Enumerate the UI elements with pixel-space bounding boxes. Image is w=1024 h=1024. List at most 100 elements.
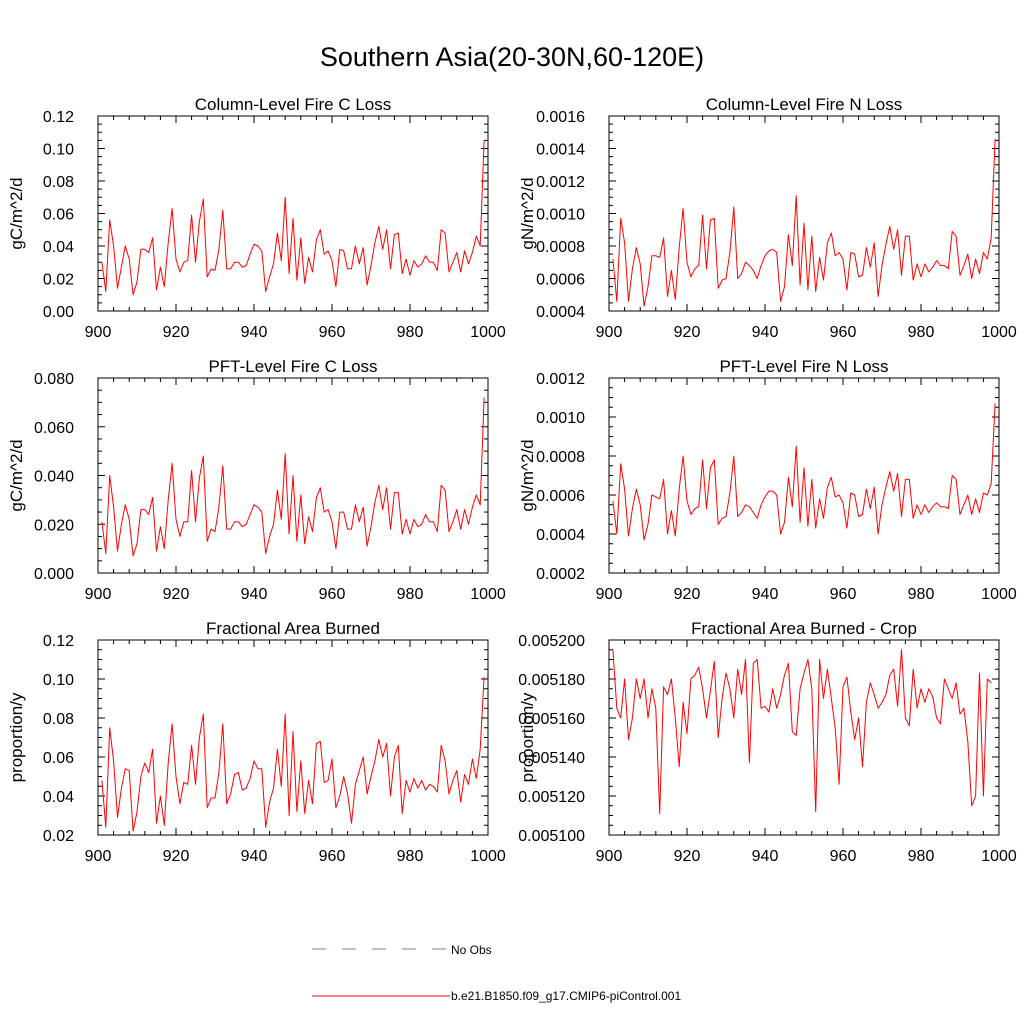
y-tick-label: 0.06 — [43, 207, 74, 224]
x-tick-label: 1000 — [470, 324, 506, 341]
y-tick-label: 0.060 — [34, 420, 74, 437]
y-tick-label: 0.0004 — [536, 527, 585, 544]
y-tick-label: 0.0010 — [536, 410, 585, 427]
chart-title: Column-Level Fire N Loss — [706, 95, 903, 114]
x-tick-label: 960 — [830, 848, 857, 865]
x-tick-label: 980 — [908, 586, 935, 603]
x-tick-label: 940 — [752, 324, 779, 341]
x-tick-label: 1000 — [470, 848, 506, 865]
y-axis-label: gN/m^2/d — [518, 439, 537, 511]
y-tick-label: 0.005200 — [518, 633, 585, 650]
chart-panels: Column-Level Fire C Loss gC/m^2/d 900 920 94… — [7, 95, 1017, 865]
x-tick-label: 1000 — [981, 848, 1017, 865]
chart-title: Fractional Area Burned — [206, 619, 380, 638]
series-line-model-run — [612, 403, 996, 541]
x-tick-label: 960 — [830, 324, 857, 341]
legend-entry-model-run: b.e21.B1850.f09_g17.CMIP6-piControl.001 — [312, 989, 681, 1003]
y-tick-label: 0.0006 — [536, 488, 585, 505]
y-tick-label: 0.02 — [43, 272, 74, 289]
x-tick-label: 940 — [752, 848, 779, 865]
y-tick-label: 0.00 — [43, 304, 74, 321]
series-line-model-run — [101, 397, 485, 557]
x-tick-label: 900 — [596, 586, 623, 603]
y-tick-label: 0.0002 — [536, 566, 585, 583]
plot-frame — [608, 115, 1000, 312]
chart-panel-column-level-fire-n-loss: Column-Level Fire N Loss gN/m^2/d 900 920 94… — [518, 95, 1017, 341]
x-tick-label: 940 — [241, 324, 268, 341]
y-tick-label: 0.0014 — [536, 142, 585, 159]
y-tick-label: 0.080 — [34, 371, 74, 388]
y-tick-label: 0.08 — [43, 174, 74, 191]
y-tick-label: 0.0008 — [536, 239, 585, 256]
chart-title: Fractional Area Burned - Crop — [691, 619, 917, 638]
plot-frame — [608, 639, 1000, 836]
y-tick-label: 0.02 — [43, 828, 74, 845]
y-tick-label: 0.12 — [43, 633, 74, 650]
y-tick-label: 0.005120 — [518, 789, 585, 806]
y-tick-label: 0.0010 — [536, 207, 585, 224]
y-axis-label: gC/m^2/d — [7, 177, 26, 249]
series-line-model-run — [101, 676, 485, 832]
chart-title: Column-Level Fire C Loss — [195, 95, 392, 114]
x-tick-label: 980 — [908, 848, 935, 865]
legend: No Obs b.e21.B1850.f09_g17.CMIP6-piContr… — [312, 943, 681, 1003]
y-tick-label: 0.040 — [34, 469, 74, 486]
chart-title: PFT-Level Fire N Loss — [719, 357, 888, 376]
plot-frame — [608, 377, 1000, 574]
y-tick-label: 0.005100 — [518, 828, 585, 845]
y-tick-label: 0.0004 — [536, 304, 585, 321]
x-tick-label: 920 — [674, 848, 701, 865]
x-tick-label: 940 — [241, 586, 268, 603]
y-tick-label: 0.020 — [34, 517, 74, 534]
y-tick-label: 0.10 — [43, 142, 74, 159]
x-tick-label: 900 — [596, 324, 623, 341]
y-tick-label: 0.12 — [43, 109, 74, 126]
chart-panel-fractional-area-burned-crop: Fractional Area Burned - Crop proportion/… — [518, 619, 1017, 865]
x-tick-label: 920 — [163, 586, 190, 603]
y-tick-label: 0.10 — [43, 672, 74, 689]
x-tick-label: 980 — [397, 324, 424, 341]
y-tick-label: 0.04 — [43, 789, 74, 806]
chart-panel-fractional-area-burned: Fractional Area Burned proportion/y 900 920… — [7, 619, 506, 865]
series-line-model-run — [612, 138, 996, 307]
x-tick-label: 1000 — [470, 586, 506, 603]
y-tick-label: 0.0012 — [536, 371, 585, 388]
x-tick-label: 1000 — [981, 586, 1017, 603]
y-tick-label: 0.0012 — [536, 174, 585, 191]
x-tick-label: 980 — [397, 848, 424, 865]
y-axis-label: gN/m^2/d — [518, 177, 537, 249]
y-axis-label: gC/m^2/d — [7, 439, 26, 511]
y-axis-label: proportion/y — [7, 692, 26, 782]
x-tick-label: 940 — [241, 848, 268, 865]
legend-entry-no-obs: No Obs — [312, 943, 492, 957]
y-tick-label: 0.0016 — [536, 109, 585, 126]
chart-title: PFT-Level Fire C Loss — [208, 357, 377, 376]
y-axis-label: proportion/y — [518, 692, 537, 782]
x-tick-label: 920 — [163, 324, 190, 341]
y-tick-label: 0.000 — [34, 566, 74, 583]
series-line-model-run — [612, 649, 992, 815]
plot-frame — [97, 115, 489, 312]
y-tick-label: 0.04 — [43, 239, 74, 256]
x-tick-label: 1000 — [981, 324, 1017, 341]
legend-label-no-obs: No Obs — [451, 943, 492, 957]
y-tick-label: 0.005140 — [518, 750, 585, 767]
y-tick-label: 0.005180 — [518, 672, 585, 689]
y-tick-label: 0.0008 — [536, 449, 585, 466]
page-title: Southern Asia(20-30N,60-120E) — [320, 42, 704, 72]
x-tick-label: 960 — [319, 324, 346, 341]
series-line-model-run — [101, 140, 485, 296]
x-tick-label: 900 — [596, 848, 623, 865]
x-tick-label: 960 — [319, 848, 346, 865]
y-tick-label: 0.0006 — [536, 272, 585, 289]
x-tick-label: 980 — [397, 586, 424, 603]
x-tick-label: 980 — [908, 324, 935, 341]
x-tick-label: 960 — [830, 586, 857, 603]
x-tick-label: 920 — [163, 848, 190, 865]
x-tick-label: 900 — [85, 848, 112, 865]
x-tick-label: 920 — [674, 586, 701, 603]
x-tick-label: 920 — [674, 324, 701, 341]
chart-panel-pft-level-fire-c-loss: PFT-Level Fire C Loss gC/m^2/d 900 920 940 96… — [7, 357, 506, 603]
y-tick-label: 0.005160 — [518, 711, 585, 728]
